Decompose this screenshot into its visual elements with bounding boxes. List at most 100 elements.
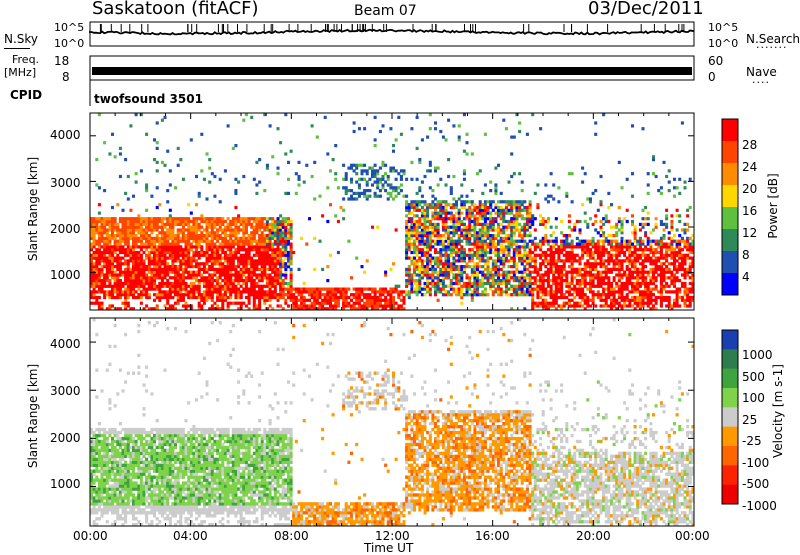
scatter-cell [258,267,262,272]
scatter-cell [652,304,656,308]
scatter-cell [483,222,487,227]
scatter-cell [428,276,432,280]
scatter-cell [221,250,225,255]
scatter-cell [594,259,598,263]
scatter-cell [208,158,212,162]
scatter-cell [100,256,104,260]
scatter-cell [105,248,109,252]
scatter-cell [139,293,143,297]
scatter-cell [189,290,193,294]
scatter-cell [631,124,635,128]
scatter-cell [121,273,125,277]
scatter-cell [226,270,230,274]
scatter-cell [174,287,178,291]
scatter-cell [263,245,267,249]
scatter-cell [562,279,566,283]
scatter-cell [137,284,141,288]
scatter-cell [520,234,524,238]
scatter-cell [562,239,566,243]
scatter-cell [197,265,201,269]
scatter-cell [250,242,254,246]
scatter-cell [457,267,461,272]
scatter-cell [342,177,346,181]
scatter-cell [147,236,151,241]
scatter-cell [462,217,466,221]
scatter-cell [615,284,619,288]
scatter-cell [565,290,569,294]
scatter-cell [97,236,101,241]
scatter-cell [552,259,556,263]
scatter-cell [628,242,632,246]
scatter-cell [470,267,474,272]
scatter-cell [355,295,359,300]
scatter-cell [118,293,122,297]
scatter-cell [226,295,230,300]
scatter-cell [494,166,498,170]
scatter-cell [231,301,235,305]
scatter-cell [160,219,164,224]
scatter-cell [578,239,582,243]
scatter-cell [407,290,411,294]
scatter-cell [657,267,661,272]
scatter-cell [434,205,438,210]
scatter-cell [221,248,225,252]
scatter-cell [489,222,493,227]
scatter-cell [289,219,293,224]
scatter-cell [596,248,600,252]
scatter-cell [468,200,472,204]
scatter-cell [132,234,136,238]
scatter-cell [481,279,485,283]
scatter-cell [583,267,587,272]
scatter-cell [147,279,151,283]
scatter-cell [231,290,235,294]
scatter-cell [289,273,293,277]
scatter-cell [497,231,501,235]
scatter-cell [578,301,582,305]
scatter-cell [229,250,233,255]
scatter-cell [187,253,191,257]
scatter-cell [462,149,466,153]
scatter-cell [297,174,301,179]
scatter-cell [478,281,482,286]
scatter-cell [92,234,96,238]
scatter-cell [97,290,101,294]
scatter-cell [554,270,558,274]
scatter-cell [176,295,180,300]
scatter-cell [654,267,658,272]
scatter-cell [549,234,553,238]
scatter-cell [633,290,637,294]
scatter-cell [237,231,241,235]
scatter-cell [252,219,256,224]
scatter-cell [184,245,188,249]
scatter-cell [226,248,230,252]
scatter-cell [431,267,435,272]
scatter-cell [646,239,650,243]
scatter-cell [623,259,627,263]
scatter-cell [126,301,130,305]
scatter-cell [265,295,269,300]
scatter-cell [184,293,188,297]
scatter-cell [410,217,414,221]
scatter-cell [163,245,167,249]
scatter-cell [258,262,262,266]
scatter-cell [174,273,178,277]
scatter-cell [226,225,230,229]
scatter-cell [575,242,579,246]
scatter-cell [150,217,154,221]
scatter-cell [457,279,461,283]
scatter-cell [497,267,501,272]
scatter-cell [118,250,122,255]
scatter-cell [150,270,154,274]
scatter-cell [271,217,275,221]
scatter-cell [92,301,96,305]
scatter-cell [103,284,107,288]
scatter-cell [273,225,277,229]
scatter-cell [426,236,430,241]
scatter-cell [231,256,235,260]
scatter-cell [423,250,427,255]
scatter-cell [610,284,614,288]
scatter-cell [315,295,319,300]
scatter-cell [633,259,637,263]
scatter-cell [321,298,325,302]
scatter-cell [310,304,314,308]
